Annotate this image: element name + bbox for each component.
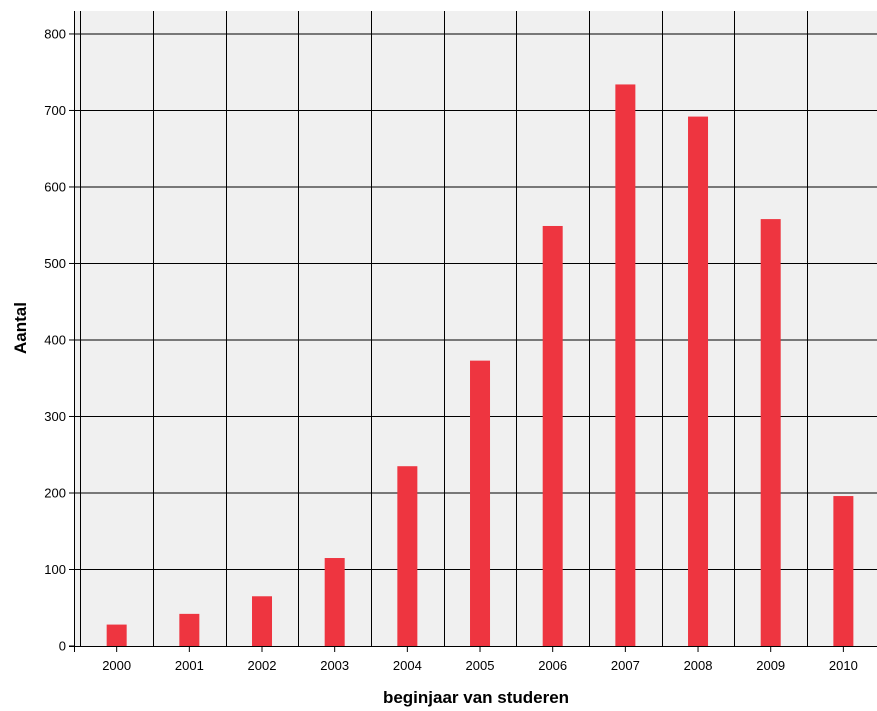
bar-2000 — [106, 624, 127, 646]
x-tick-label: 2002 — [248, 658, 277, 673]
y-tick-label: 100 — [44, 562, 66, 577]
x-tick-label: 2008 — [684, 658, 713, 673]
x-tick-labels: 2000 2001 2002 2003 2004 2005 2006 2007 2008 2009… — [102, 646, 858, 673]
bar-2007 — [615, 84, 636, 646]
bar-2003 — [324, 558, 345, 646]
y-tick-label: 200 — [44, 485, 66, 500]
x-tick-label: 2001 — [175, 658, 204, 673]
bar-2005 — [470, 360, 491, 646]
y-tick-label: 800 — [44, 26, 66, 41]
x-tick-label: 2009 — [756, 658, 785, 673]
x-tick-label: 2005 — [466, 658, 495, 673]
x-tick-label: 2006 — [538, 658, 567, 673]
y-tick-label: 0 — [59, 639, 66, 654]
bar-2008 — [688, 116, 709, 646]
bar-1999 — [34, 629, 54, 646]
x-tick-label: 2004 — [393, 658, 422, 673]
y-axis-title: Aantal — [11, 302, 30, 354]
y-tick-label: 600 — [44, 179, 66, 194]
y-tick-label: 700 — [44, 103, 66, 118]
y-tick-labels: 0 100 200 300 400 500 600 700 800 — [44, 26, 75, 654]
x-tick-label: 2007 — [611, 658, 640, 673]
bars — [34, 84, 854, 646]
bar-2010 — [833, 496, 854, 646]
x-tick-label: 2000 — [102, 658, 131, 673]
x-axis-title: beginjaar van studeren — [383, 688, 569, 707]
bar-2004 — [397, 466, 418, 646]
y-tick-label: 500 — [44, 256, 66, 271]
bar-2002 — [252, 596, 273, 646]
x-tick-label: 2010 — [829, 658, 858, 673]
y-tick-label: 400 — [44, 332, 66, 347]
axes — [69, 11, 877, 652]
y-tick-label: 300 — [44, 409, 66, 424]
bar-2001 — [179, 613, 200, 646]
bar-2006 — [542, 225, 563, 646]
bar-2009 — [760, 219, 781, 646]
x-tick-label: 2003 — [320, 658, 349, 673]
